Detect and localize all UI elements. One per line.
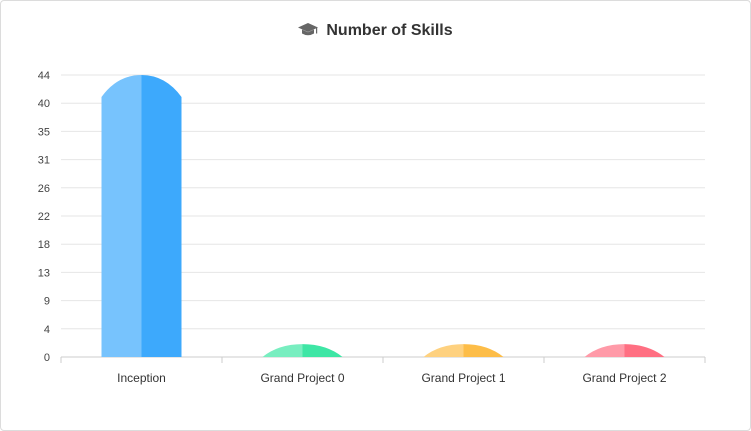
bar-right-face bbox=[141, 75, 182, 357]
bar-grand-project-2[interactable] bbox=[584, 344, 665, 357]
bar-left-face bbox=[423, 344, 464, 357]
y-tick-label: 13 bbox=[38, 267, 50, 279]
y-tick-label: 9 bbox=[44, 296, 50, 308]
bar-left-face bbox=[101, 75, 142, 357]
bar-inception[interactable] bbox=[101, 75, 182, 357]
y-tick-label: 0 bbox=[44, 352, 50, 364]
y-tick-label: 26 bbox=[38, 183, 50, 195]
y-tick-label: 31 bbox=[38, 155, 50, 167]
bar-right-face bbox=[463, 344, 504, 357]
bar-right-face bbox=[302, 344, 343, 357]
x-tick-label: Inception bbox=[117, 371, 166, 385]
x-tick-label: Grand Project 2 bbox=[582, 371, 666, 385]
bar-left-face bbox=[584, 344, 625, 357]
y-tick-label: 35 bbox=[38, 126, 50, 138]
y-tick-label: 18 bbox=[38, 239, 50, 251]
y-tick-label: 22 bbox=[38, 211, 50, 223]
y-tick-label: 44 bbox=[38, 70, 50, 82]
bars bbox=[101, 75, 665, 357]
y-tick-label: 4 bbox=[44, 324, 50, 336]
graduation-cap-icon bbox=[298, 23, 319, 42]
x-axis: Inception Grand Project 0 Grand Project 1 G… bbox=[60, 357, 706, 385]
bar-grand-project-0[interactable] bbox=[262, 344, 343, 357]
y-tick-label: 40 bbox=[38, 98, 50, 110]
chart-title-bar: Number of Skills bbox=[0, 22, 751, 42]
x-tick-label: Grand Project 0 bbox=[260, 371, 344, 385]
x-tick-label: Grand Project 1 bbox=[421, 371, 505, 385]
bar-right-face bbox=[624, 344, 665, 357]
bar-left-face bbox=[262, 344, 303, 357]
bar-grand-project-1[interactable] bbox=[423, 344, 504, 357]
chart-title: Number of Skills bbox=[326, 22, 453, 39]
y-axis: 0 4 9 13 18 22 26 31 35 40 44 bbox=[38, 70, 50, 364]
